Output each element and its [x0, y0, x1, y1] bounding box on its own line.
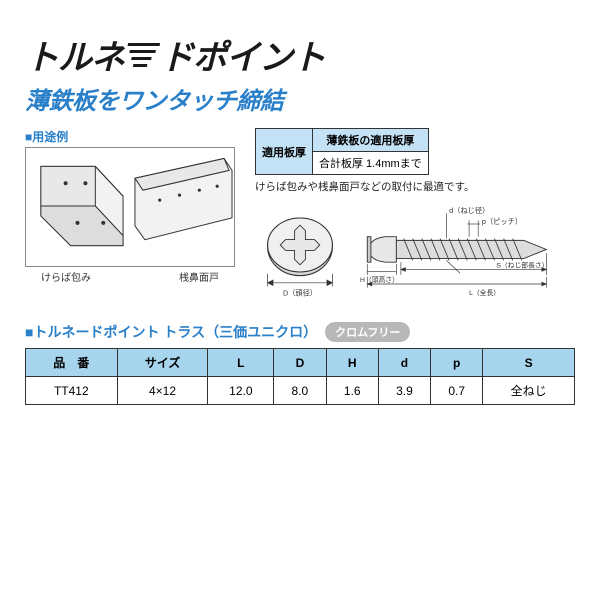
spec-note: けらば包みや桟鼻面戸などの取付に最適です。 [255, 179, 578, 194]
tornado-stripes-icon [124, 43, 160, 67]
col-size: サイズ [117, 349, 208, 377]
svg-text:p（ピッチ）: p（ピッチ） [482, 217, 522, 226]
col-H: H [326, 349, 378, 377]
svg-text:L（全長）: L（全長） [469, 288, 500, 297]
product-data-table: 品 番 サイズ L D H d p S TT412 4×12 12.0 8.0 … [25, 348, 575, 405]
cell-H: 1.6 [326, 377, 378, 405]
svg-text:D（頭径）: D（頭径） [283, 288, 317, 297]
cell-partno: TT412 [26, 377, 118, 405]
col-S: S [483, 349, 575, 377]
cell-D: 8.0 [274, 377, 326, 405]
table-row: TT412 4×12 12.0 8.0 1.6 3.9 0.7 全ねじ [26, 377, 575, 405]
usage-illustration [25, 147, 235, 267]
cell-L: 12.0 [208, 377, 274, 405]
col-p: p [431, 349, 483, 377]
chrome-free-badge: クロムフリー [325, 322, 410, 342]
svg-text:S（ねじ部長さ）: S（ねじ部長さ） [496, 261, 548, 270]
subtitle: 薄鉄板をワンタッチ締結 [25, 81, 575, 116]
spec-cell-2: 合計板厚 1.4mmまで [313, 152, 429, 175]
cell-p: 0.7 [431, 377, 483, 405]
svg-text:H（頭高さ）: H（頭高さ） [360, 275, 399, 284]
col-D: D [274, 349, 326, 377]
col-L: L [208, 349, 274, 377]
title-part1: トルネ [25, 30, 124, 79]
usage-caption-right: 桟鼻面戸 [179, 269, 219, 284]
spec-header: 適用板厚 [256, 129, 313, 175]
product-title: トルネ ドポイント [25, 30, 575, 79]
svg-text:d（ねじ径）: d（ねじ径） [449, 206, 489, 215]
cell-S: 全ねじ [483, 377, 575, 405]
spec-table: 適用板厚 薄鉄板の適用板厚 合計板厚 1.4mmまで [255, 128, 429, 175]
screw-side-diagram: d（ねじ径） p（ピッチ） H（頭高さ） [360, 204, 578, 304]
usage-label: ■用途例 [25, 128, 235, 145]
cell-d: 3.9 [378, 377, 430, 405]
spec-cell-1: 薄鉄板の適用板厚 [313, 129, 429, 152]
screw-head-diagram: D（頭径） [255, 209, 345, 299]
title-part2: ドポイント [160, 30, 325, 79]
col-partno: 品 番 [26, 349, 118, 377]
section-title: ■トルネードポイント トラス（三価ユニクロ） [25, 322, 317, 342]
usage-caption-left: けらば包み [41, 269, 91, 284]
cell-size: 4×12 [117, 377, 208, 405]
col-d: d [378, 349, 430, 377]
table-header-row: 品 番 サイズ L D H d p S [26, 349, 575, 377]
